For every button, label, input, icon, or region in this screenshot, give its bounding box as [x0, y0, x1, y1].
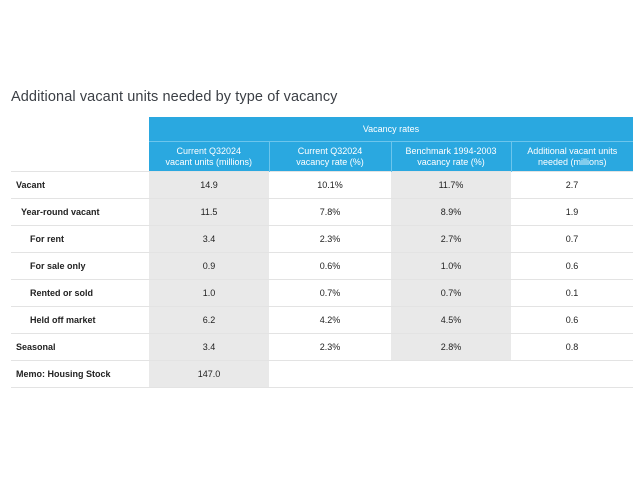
row-label: For sale only	[11, 252, 149, 280]
cell-additional-units: 1.9	[511, 198, 633, 226]
cell-additional-units: 0.6	[511, 306, 633, 334]
cell-benchmark-rate: 1.0%	[391, 252, 511, 280]
col-header-additional-units: Additional vacant units needed (millions…	[510, 141, 633, 172]
cell-current-units: 147.0	[149, 360, 269, 388]
cell-current-units: 3.4	[149, 225, 269, 253]
header-corner-lower	[11, 141, 149, 172]
cell-current-units: 14.9	[149, 171, 269, 199]
row-label: For rent	[11, 225, 149, 253]
row-label: Memo: Housing Stock	[11, 360, 149, 388]
table-row: Held off market 6.2 4.2% 4.5% 0.6	[11, 306, 633, 334]
cell-additional-units: 0.6	[511, 252, 633, 280]
vacancy-table: Vacancy rates Current Q32024 vacant unit…	[11, 117, 633, 388]
group-header-vacancy-rates: Vacancy rates	[149, 117, 633, 142]
cell-additional-units: 0.1	[511, 279, 633, 307]
cell-benchmark-rate	[391, 360, 511, 388]
cell-additional-units: 0.7	[511, 225, 633, 253]
cell-benchmark-rate: 2.8%	[391, 333, 511, 361]
cell-benchmark-rate: 8.9%	[391, 198, 511, 226]
table-row: Year-round vacant 11.5 7.8% 8.9% 1.9	[11, 198, 633, 226]
cell-additional-units	[511, 360, 633, 388]
cell-current-units: 0.9	[149, 252, 269, 280]
cell-benchmark-rate: 4.5%	[391, 306, 511, 334]
table-row: Seasonal 3.4 2.3% 2.8% 0.8	[11, 333, 633, 361]
cell-additional-units: 0.8	[511, 333, 633, 361]
cell-current-rate: 0.7%	[269, 279, 391, 307]
table-row: For rent 3.4 2.3% 2.7% 0.7	[11, 225, 633, 253]
header-corner	[11, 117, 149, 142]
cell-current-rate: 0.6%	[269, 252, 391, 280]
table-row: Vacant 14.9 10.1% 11.7% 2.7	[11, 171, 633, 199]
cell-current-units: 6.2	[149, 306, 269, 334]
table-row: Rented or sold 1.0 0.7% 0.7% 0.1	[11, 279, 633, 307]
cell-benchmark-rate: 0.7%	[391, 279, 511, 307]
table-row: For sale only 0.9 0.6% 1.0% 0.6	[11, 252, 633, 280]
cell-current-rate: 10.1%	[269, 171, 391, 199]
cell-current-rate: 7.8%	[269, 198, 391, 226]
row-label: Year-round vacant	[11, 198, 149, 226]
col-header-current-rate: Current Q32024 vacancy rate (%)	[268, 141, 391, 172]
row-label: Rented or sold	[11, 279, 149, 307]
row-label: Vacant	[11, 171, 149, 199]
cell-current-rate: 4.2%	[269, 306, 391, 334]
cell-additional-units: 2.7	[511, 171, 633, 199]
cell-benchmark-rate: 2.7%	[391, 225, 511, 253]
cell-current-units: 3.4	[149, 333, 269, 361]
row-label: Held off market	[11, 306, 149, 334]
page-title: Additional vacant units needed by type o…	[11, 89, 338, 105]
table-row: Memo: Housing Stock 147.0	[11, 360, 633, 388]
col-header-benchmark-rate: Benchmark 1994-2003 vacancy rate (%)	[390, 141, 511, 172]
row-label: Seasonal	[11, 333, 149, 361]
cell-current-units: 11.5	[149, 198, 269, 226]
cell-current-rate	[269, 360, 391, 388]
cell-benchmark-rate: 11.7%	[391, 171, 511, 199]
cell-current-rate: 2.3%	[269, 225, 391, 253]
cell-current-units: 1.0	[149, 279, 269, 307]
col-header-current-units: Current Q32024 vacant units (millions)	[149, 141, 269, 172]
table-bottom-rule	[11, 387, 633, 388]
cell-current-rate: 2.3%	[269, 333, 391, 361]
